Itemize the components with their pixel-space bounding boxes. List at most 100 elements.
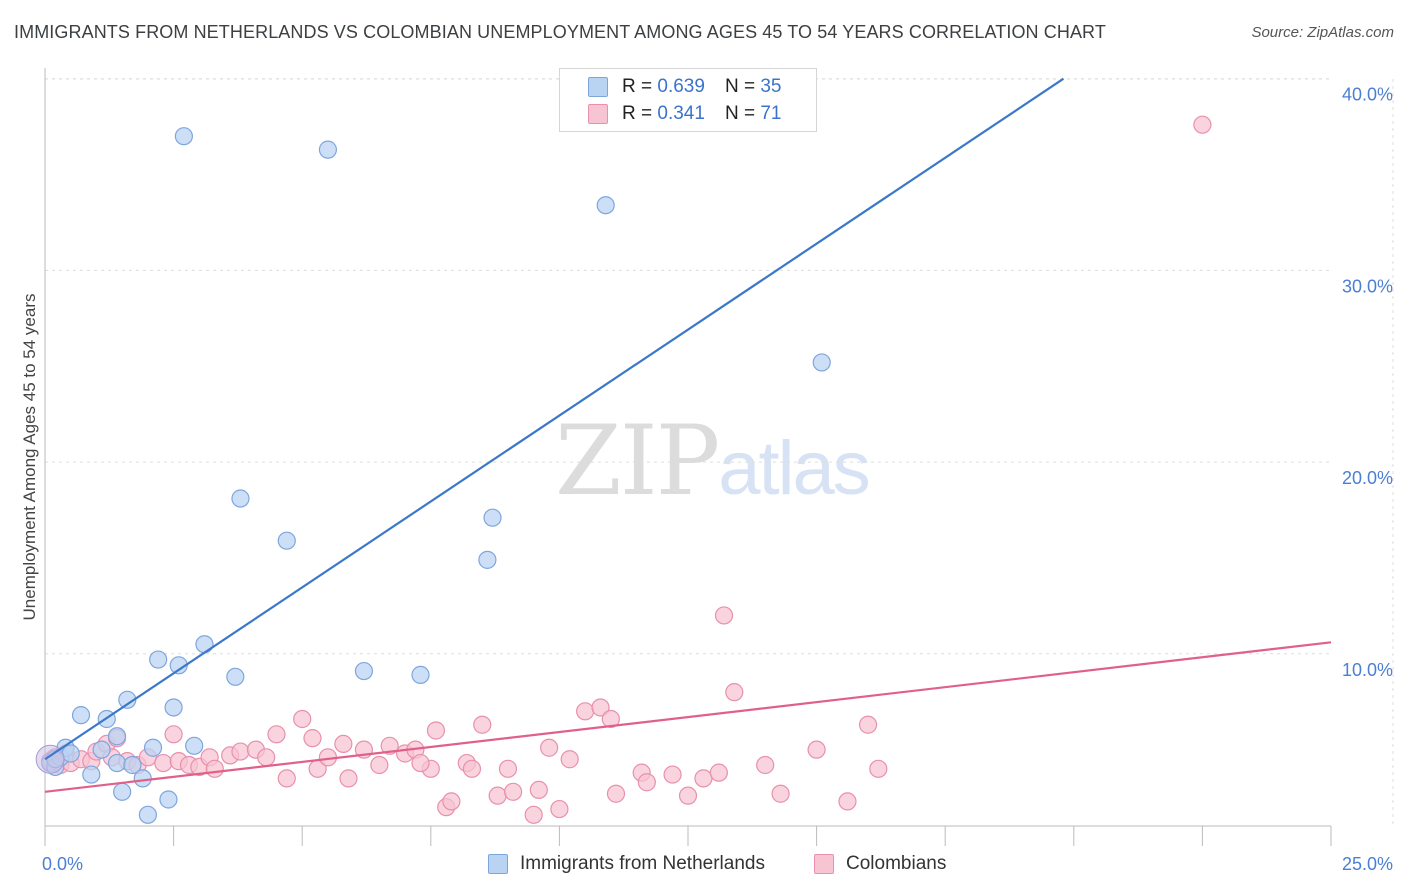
- legend-n-label: N =: [724, 76, 756, 97]
- netherlands-point: [478, 550, 497, 569]
- colombians-point: [488, 786, 507, 805]
- y-tick-label: 20.0%: [1342, 468, 1393, 488]
- colombians-point: [473, 715, 492, 734]
- netherlands-point: [411, 665, 430, 684]
- netherlands-point: [138, 805, 157, 824]
- colombians-point: [709, 763, 728, 782]
- colombians-point: [756, 755, 775, 775]
- colombians-point: [606, 784, 626, 803]
- colombians-point: [1193, 115, 1212, 134]
- colombians-point: [524, 805, 543, 824]
- colombians-point: [591, 698, 610, 717]
- netherlands-point: [174, 127, 193, 146]
- colombians-point: [231, 742, 250, 761]
- colombians-point: [560, 750, 579, 769]
- colombians-points: [41, 115, 1212, 824]
- legend-r-label: R =: [622, 103, 653, 124]
- colombians-point: [550, 799, 569, 819]
- netherlands-point: [596, 196, 615, 215]
- colombians-point: [771, 784, 790, 803]
- legend-swatch-blue: [588, 77, 608, 97]
- series-legend-netherlands: Immigrants from Netherlands: [488, 851, 765, 877]
- netherlands-point: [318, 140, 338, 159]
- netherlands-point: [133, 769, 152, 788]
- colombians-point: [154, 753, 173, 773]
- netherlands-point: [185, 736, 204, 755]
- colombians-point: [869, 759, 888, 778]
- legend-n-label: N =: [724, 103, 756, 124]
- colombians-point: [411, 753, 430, 773]
- netherlands-point: [143, 738, 163, 757]
- y-axis-label: Unemployment Among Ages 45 to 54 years: [20, 294, 39, 621]
- colombians-point: [725, 683, 744, 702]
- x-tick-label-min: 0.0%: [42, 854, 83, 874]
- colombians-point: [601, 709, 620, 729]
- watermark-atlas: atlas: [718, 426, 871, 511]
- legend-n-value: 71: [760, 103, 782, 124]
- netherlands-point: [195, 635, 214, 654]
- trend-lines: [44, 77, 1332, 793]
- netherlands-point: [82, 765, 101, 784]
- colombians-point: [442, 792, 461, 811]
- x-tick-label-max: 25.0%: [1342, 854, 1393, 874]
- y-tick-label: 40.0%: [1342, 85, 1393, 105]
- netherlands-points: [35, 127, 831, 824]
- colombians-point: [257, 748, 276, 767]
- colombians-point: [678, 786, 698, 805]
- colombians-point: [694, 769, 713, 788]
- colombians-point: [807, 740, 826, 759]
- series-swatch-pink: [814, 854, 834, 874]
- legend-r-value: 0.341: [657, 103, 705, 124]
- series-swatch-blue: [488, 854, 508, 874]
- source-credit: Source: ZipAtlas.com: [1251, 24, 1394, 41]
- colombians-point: [714, 606, 734, 625]
- colombians-point: [370, 755, 389, 775]
- netherlands-point: [61, 744, 80, 763]
- colombians-point: [858, 715, 878, 734]
- colombians-point: [540, 738, 559, 757]
- colombians-trend-line: [44, 641, 1332, 793]
- legend-r-value: 0.639: [657, 76, 705, 97]
- netherlands-point: [354, 661, 374, 681]
- y-tick-label: 10.0%: [1342, 660, 1393, 680]
- netherlands-point: [812, 353, 831, 372]
- legend-r-label: R =: [622, 76, 653, 97]
- legend-n-value: 35: [760, 76, 782, 97]
- netherlands-point: [107, 727, 127, 746]
- axes: [44, 68, 1331, 827]
- watermark-zip: ZIP: [555, 405, 720, 517]
- colombians-point: [838, 792, 857, 811]
- colombians-point: [334, 734, 353, 753]
- netherlands-point: [231, 489, 250, 508]
- netherlands-point: [113, 782, 132, 801]
- series-label-colombians: Colombians: [846, 853, 947, 874]
- netherlands-point: [71, 706, 91, 725]
- colombians-point: [462, 759, 482, 778]
- colombians-point: [576, 702, 595, 721]
- colombians-point: [663, 765, 682, 784]
- colombians-point: [529, 780, 548, 800]
- netherlands-point: [164, 698, 183, 717]
- colombians-point: [164, 725, 183, 744]
- netherlands-trend-line: [44, 77, 1065, 761]
- x-ticks: [44, 826, 1332, 846]
- chart-title: IMMIGRANTS FROM NETHERLANDS VS COLOMBIAN…: [14, 22, 1106, 42]
- colombians-point: [380, 736, 399, 755]
- colombians-point: [339, 769, 358, 788]
- netherlands-point: [483, 508, 502, 527]
- netherlands-point: [277, 531, 296, 550]
- y-tick-labels: 10.0% 20.0% 30.0% 40.0%: [1342, 85, 1393, 680]
- colombians-point: [267, 725, 286, 744]
- grid: [45, 78, 1394, 826]
- legend-row-colombians: R = 0.341 N = 71: [588, 101, 781, 127]
- watermark: ZIPatlas: [555, 405, 871, 517]
- y-tick-label: 30.0%: [1342, 276, 1393, 296]
- colombians-point: [426, 721, 446, 740]
- legend-swatch-pink: [588, 104, 608, 124]
- series-label-netherlands: Immigrants from Netherlands: [520, 853, 765, 874]
- series-legend-colombians: Colombians: [814, 851, 946, 877]
- correlation-legend: R = 0.639 N = 35 R = 0.341 N = 71: [559, 68, 817, 132]
- colombians-point: [303, 729, 322, 748]
- colombians-point: [277, 769, 296, 788]
